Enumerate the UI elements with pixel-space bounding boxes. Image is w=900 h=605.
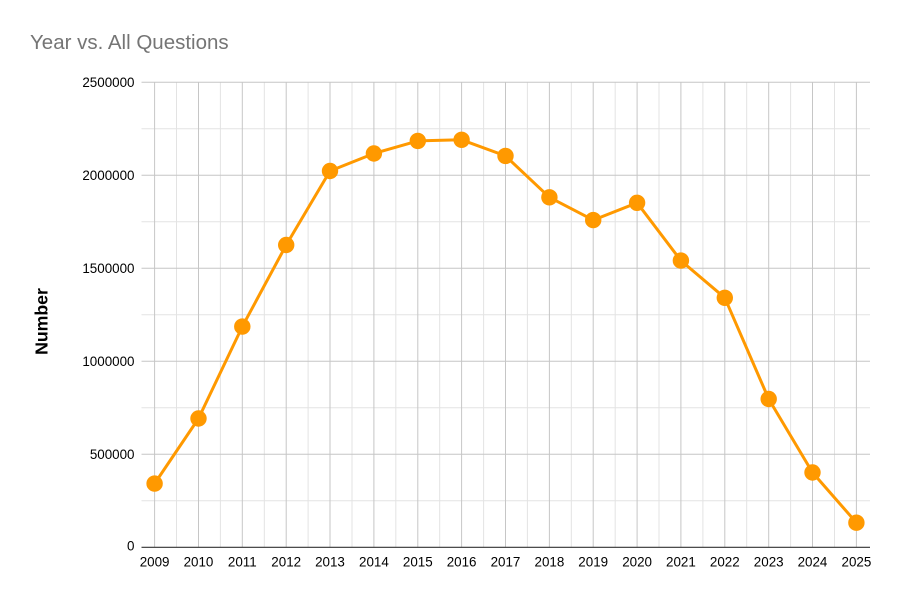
svg-text:Year vs. All Questions: Year vs. All Questions [30,31,229,54]
svg-text:Number: Number [32,288,52,355]
svg-text:2021: 2021 [666,555,696,570]
svg-text:2025: 2025 [842,555,872,570]
svg-text:2010: 2010 [184,555,214,570]
svg-text:2019: 2019 [578,555,608,570]
svg-text:2022: 2022 [710,555,740,570]
svg-text:2500000: 2500000 [82,75,134,90]
svg-text:1000000: 1000000 [82,354,134,369]
svg-text:0: 0 [127,539,134,554]
svg-text:2020: 2020 [622,555,652,570]
svg-text:2013: 2013 [315,555,345,570]
svg-text:2018: 2018 [535,555,565,570]
svg-text:1500000: 1500000 [82,261,134,276]
svg-text:2000000: 2000000 [82,168,134,183]
svg-text:2009: 2009 [140,555,170,570]
svg-text:2023: 2023 [754,555,784,570]
svg-text:500000: 500000 [90,447,135,462]
svg-text:2012: 2012 [271,555,301,570]
svg-text:2015: 2015 [403,555,433,570]
svg-text:2017: 2017 [491,555,521,570]
svg-text:2016: 2016 [447,555,477,570]
svg-text:2014: 2014 [359,555,389,570]
svg-text:2011: 2011 [228,555,257,570]
svg-text:2024: 2024 [798,555,828,570]
